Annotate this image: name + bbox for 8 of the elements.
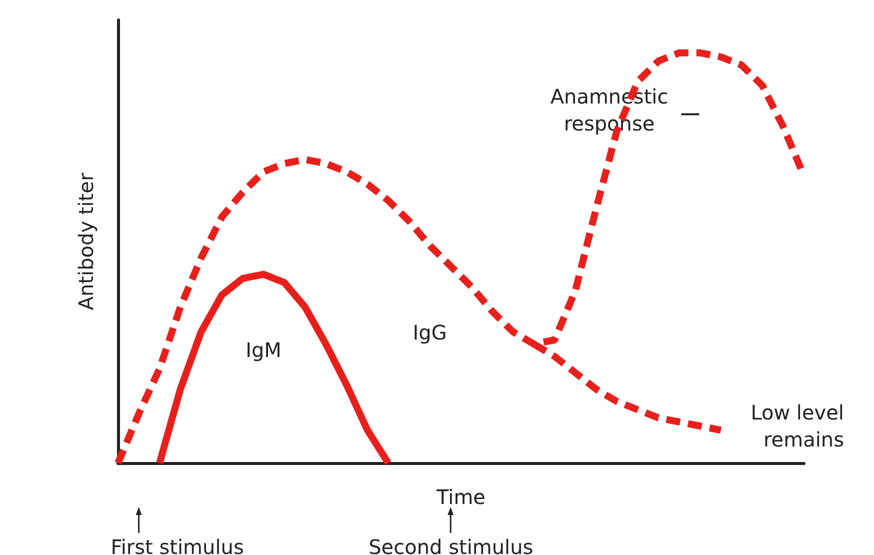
annotation: Low level remains	[750, 400, 844, 452]
series-label: IgM	[246, 338, 282, 362]
text: First stimulus	[110, 535, 244, 555]
text: IgG	[412, 320, 447, 345]
text: Second stimulus	[368, 535, 534, 555]
y-axis-title: Antibody titer	[74, 172, 98, 310]
annotation: Anamnestic response	[550, 84, 668, 136]
x-axis-title: Time	[436, 485, 486, 509]
